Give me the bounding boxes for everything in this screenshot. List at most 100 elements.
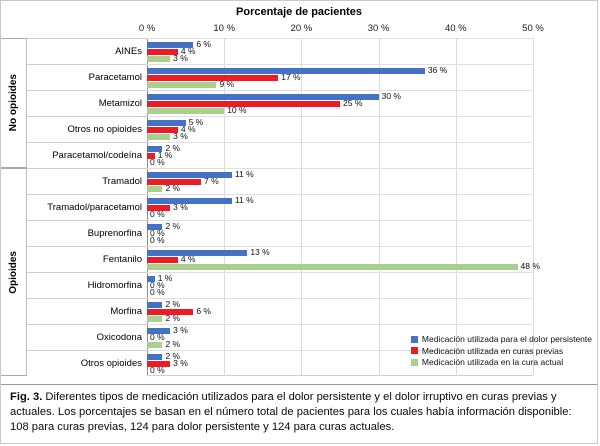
value-label: 3 % [173, 131, 188, 142]
category-label: AINEs [27, 38, 147, 64]
bar [147, 100, 340, 107]
value-label: 2 % [165, 339, 181, 350]
figure-caption-text: Diferentes tipos de medicación utilizado… [10, 391, 572, 433]
value-label: 17 % [281, 72, 301, 83]
bar-row: 6 % [147, 307, 533, 315]
bar-row: 10 % [147, 105, 533, 116]
value-label: 0 % [150, 228, 165, 239]
bar-row: 2 % [147, 299, 533, 310]
value-label: 36 % [427, 65, 448, 76]
legend-swatch-icon [410, 347, 418, 355]
gridline [378, 38, 380, 375]
value-label: 0 % [150, 209, 165, 220]
bar [147, 126, 178, 133]
bar-row: 0 % [147, 235, 533, 246]
bar [147, 74, 279, 81]
category-label: Oxicodona [27, 324, 147, 350]
bar-row: 48 % [147, 262, 540, 270]
bar-row: 30 % [147, 92, 533, 100]
bar [147, 55, 171, 62]
value-label: 0 % [150, 157, 165, 168]
bar-row: 9 % [147, 79, 533, 90]
bar [147, 171, 232, 178]
bar-row: 2 % [147, 314, 533, 322]
x-axis-ticks: 0 % 10 % 20 % 30 % 40 % 50 % [139, 22, 544, 37]
category-label: Buprenorfina [27, 220, 147, 246]
group-label-text: Opioides [8, 250, 19, 294]
category-label: Tramadol [27, 168, 147, 194]
value-label: 13 % [250, 247, 270, 258]
bar-row: 1 % [147, 151, 533, 159]
category-label: Paracetamol [27, 64, 147, 90]
value-label: 3 % [173, 53, 188, 64]
axis-tick-label: 50 % [522, 23, 544, 34]
bar-row: 13 % [147, 247, 533, 258]
gridline [455, 38, 457, 375]
bar [147, 93, 379, 100]
bar-group-buprenorfina: 2 % 0 % 0 % [147, 220, 533, 246]
value-label: 6 % [196, 39, 211, 50]
bar-group-otros-opioides: 2 % 3 % 0 % [147, 350, 533, 376]
value-label: 10 % [227, 105, 247, 116]
bar-row: 2 % [147, 183, 533, 194]
bar-row: 5 % [147, 118, 533, 126]
legend-label: Medicación utilizada para el dolor persi… [421, 334, 592, 344]
bar [147, 315, 163, 322]
bar-row: 36 % [147, 65, 533, 76]
value-label: 0 % [150, 365, 165, 376]
bar-group-fentanilo: 13 % 4 % 48 % [147, 246, 540, 272]
bar-group-paracetamol: 36 % 17 % 9 % [147, 64, 533, 90]
bar-row: 4 % [147, 254, 533, 265]
figure-caption: Fig. 3. Diferentes tipos de medicación u… [1, 385, 597, 438]
value-label: 0 % [150, 235, 165, 246]
value-label: 2 % [165, 351, 181, 362]
bar [147, 185, 163, 192]
bar-row: 2 % [147, 144, 533, 152]
bar-row: 2 % [147, 351, 533, 362]
bar-row: 2 % [147, 222, 533, 230]
legend-label: Medicación utilizada en la cura actual [421, 357, 564, 367]
bar [147, 197, 232, 204]
bar [147, 41, 194, 48]
value-label: 4 % [180, 124, 196, 135]
bar-row: 17 % [147, 72, 533, 83]
bar-group-tramadol-paracetamol: 11 % 3 % 0 % [147, 194, 533, 220]
value-label: 3 % [173, 202, 188, 213]
bar-row: 3 % [147, 202, 533, 213]
legend-item: Medicación utilizada en curas previas [410, 346, 592, 356]
x-axis: 0 % 10 % 20 % 30 % 40 % 50 % [1, 22, 597, 37]
category-label: Otros no opioides [27, 116, 147, 142]
bar-row: 0 % [147, 365, 533, 376]
category-label: Fentanilo [27, 246, 147, 272]
bar [147, 256, 178, 263]
value-label: 2 % [165, 299, 181, 310]
bar [147, 204, 171, 211]
value-label: 48 % [520, 261, 540, 272]
value-label: 9 % [219, 79, 235, 90]
bar-group-otros-no-opioides: 5 % 4 % 3 % [147, 116, 533, 142]
bar [147, 223, 163, 230]
bar [147, 353, 163, 360]
category-label: Metamizol [27, 90, 147, 116]
gridline [533, 38, 534, 375]
value-label: 11 % [234, 195, 254, 206]
bar-chart: Porcentaje de pacientes 0 % 10 % 20 % 30 % 4… [1, 1, 597, 385]
bar-row: 0 % [147, 287, 533, 298]
bar-row: 3 % [147, 359, 533, 367]
legend-swatch-icon [410, 358, 418, 366]
legend-swatch-icon [410, 335, 418, 343]
axis-tick-label: 20 % [290, 23, 313, 34]
axis-tick-label: 30 % [367, 23, 390, 34]
bar-group-oxicodona: 3 % 0 % 2 % [147, 324, 533, 350]
value-label: 0 % [150, 332, 165, 343]
gridline [301, 38, 303, 375]
value-label: 0 % [150, 287, 165, 298]
value-label: 2 % [165, 183, 181, 194]
bar [147, 152, 155, 159]
value-label: 11 % [234, 169, 254, 180]
bar-group-hidromorfina: 1 % 0 % 0 % [147, 272, 533, 298]
value-label: 4 % [180, 254, 196, 265]
bar-group-aines: 6 % 4 % 3 % [147, 38, 533, 64]
group-label-no-opioides: No opioides [1, 38, 27, 168]
